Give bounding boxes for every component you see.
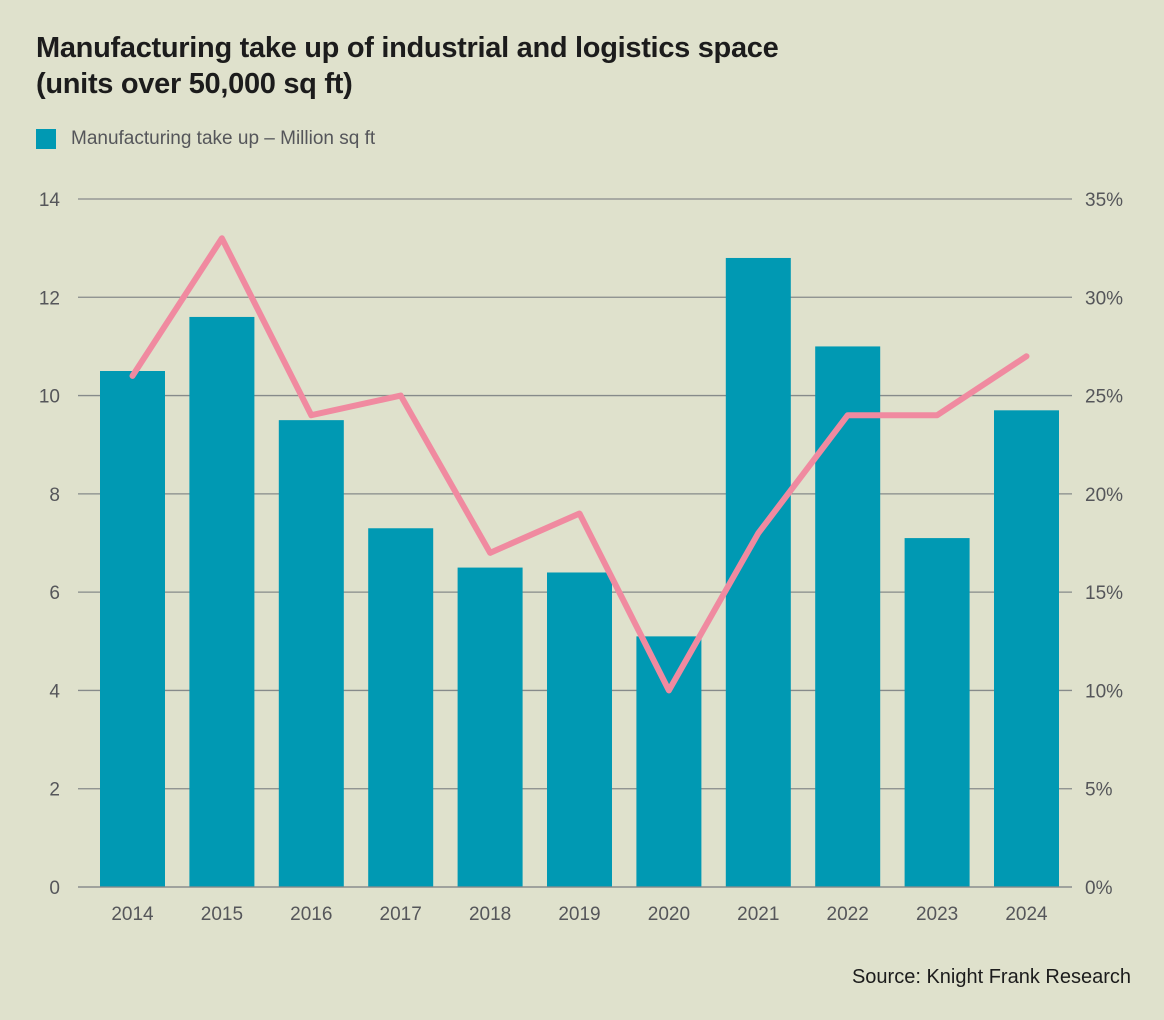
y-right-tick-label: 10% (1085, 681, 1123, 702)
chart-title: Manufacturing take up of industrial and … (36, 30, 1136, 102)
bar-2014 (100, 371, 165, 887)
y-right-tick-label: 0% (1085, 878, 1113, 899)
x-tick-label: 2015 (201, 904, 243, 925)
x-tick-label: 2021 (737, 904, 779, 925)
line-series (129, 235, 1030, 694)
legend: Manufacturing take up – Million sq ft (36, 128, 375, 150)
legend-swatch-bar (36, 129, 56, 149)
x-tick-label: 2016 (290, 904, 332, 925)
bar-2016 (278, 420, 344, 887)
y-right-tick-label: 25% (1085, 387, 1123, 408)
y-right-tick-label: 35% (1085, 190, 1123, 211)
y-right-tick-label: 20% (1085, 485, 1123, 506)
x-tick-label: 2019 (558, 904, 600, 925)
x-tick-label: 2020 (648, 904, 690, 925)
y-left-tick-label: 0 (49, 878, 60, 899)
y-axis-left: 0 2 4 6 8 10 12 14 (39, 190, 61, 899)
chart-title-line1: Manufacturing take up of industrial and … (36, 32, 779, 64)
x-tick-label: 2018 (469, 904, 511, 925)
x-tick-label: 2022 (827, 904, 869, 925)
y-right-tick-label: 5% (1085, 780, 1113, 801)
bar-2017 (368, 528, 434, 887)
y-left-tick-label: 6 (49, 583, 60, 604)
x-axis: 2014 2015 2016 2017 2018 2019 2020 2021 2022 2023… (111, 904, 1048, 925)
bar-2024 (994, 410, 1059, 887)
bar-2018 (457, 567, 523, 887)
y-left-tick-label: 10 (39, 387, 60, 408)
source-note: Source: Knight Frank Research (851, 966, 1131, 988)
y-left-tick-label: 8 (49, 485, 60, 506)
x-tick-label: 2017 (380, 904, 422, 925)
x-tick-label: 2024 (1005, 904, 1048, 925)
chart-title-line2: (units over 50,000 sq ft) (36, 68, 353, 100)
y-left-tick-label: 4 (49, 681, 60, 702)
bar-2015 (189, 316, 255, 887)
y-left-tick-label: 14 (39, 190, 61, 211)
x-tick-label: 2014 (111, 904, 154, 925)
bar-2019 (547, 572, 612, 887)
y-right-tick-label: 30% (1085, 288, 1123, 309)
y-left-tick-label: 2 (49, 780, 60, 801)
legend-label: Manufacturing take up – Million sq ft (71, 128, 376, 149)
x-tick-label: 2023 (916, 904, 958, 925)
bar-series (78, 257, 1072, 888)
bar-2023 (904, 538, 970, 887)
bar-2020 (636, 636, 702, 887)
bar-2022 (815, 346, 881, 887)
y-left-tick-label: 12 (39, 288, 60, 309)
y-axis-right: 0% 5% 10% 15% 20% 25% 30% 35% (1085, 190, 1123, 899)
y-right-tick-label: 15% (1085, 583, 1123, 604)
